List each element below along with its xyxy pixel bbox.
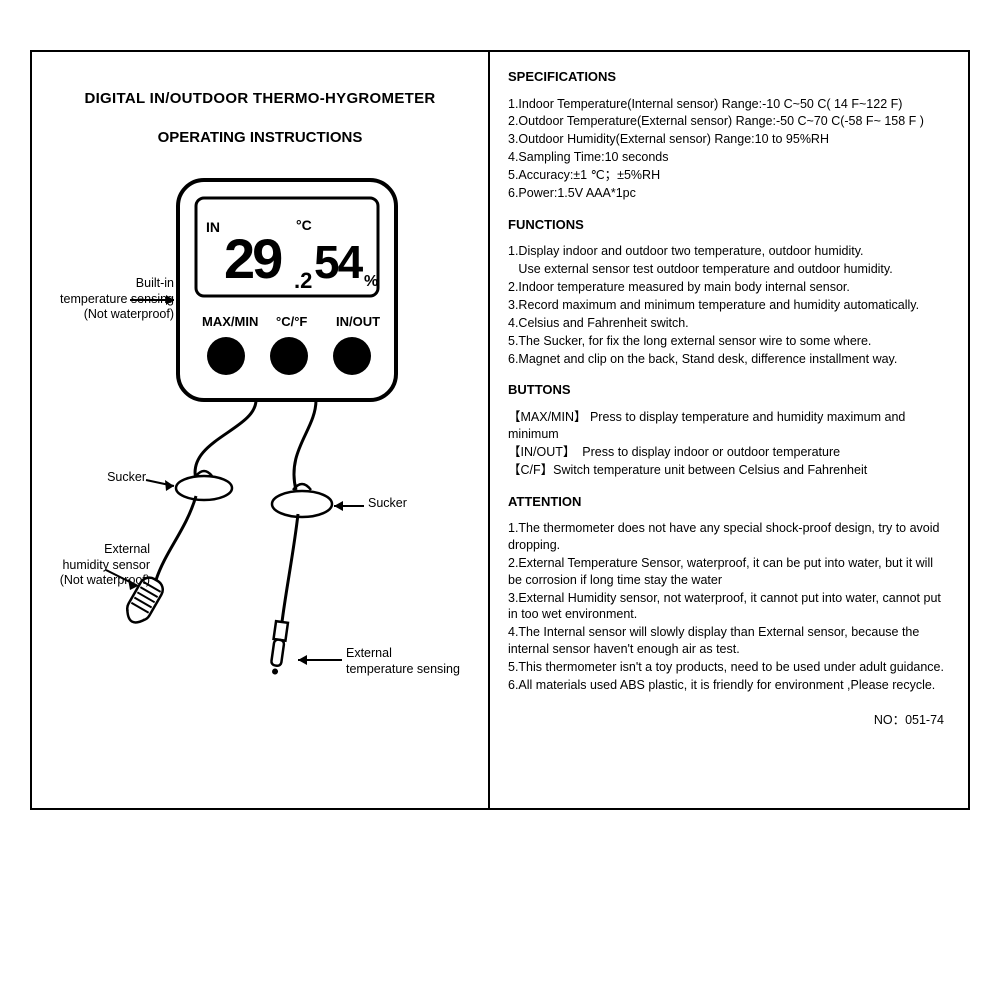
att-line: 4.The Internal sensor will slowly displa…: [508, 624, 950, 658]
btn-line: 【MAX/MIN】 Press to display temperature a…: [508, 409, 950, 443]
device-diagram: IN 29 .2 °C 54 % MAX/MIN °C/°F IN/OUT: [46, 170, 476, 730]
func-heading: FUNCTIONS: [508, 216, 950, 234]
svg-text:.2: .2: [294, 268, 312, 293]
buttons-block: 【MAX/MIN】 Press to display temperature a…: [508, 409, 950, 479]
att-line: 1.The thermometer does not have any spec…: [508, 520, 950, 554]
callout-ext-humidity: External humidity sensor (Not waterproof…: [30, 542, 150, 589]
attention-heading: ATTENTION: [508, 493, 950, 511]
callout-text: humidity sensor: [62, 558, 150, 572]
svg-text:IN: IN: [206, 219, 220, 235]
doc-number: NO：051-74: [508, 712, 950, 729]
spec-block: 1.Indoor Temperature(Internal sensor) Ra…: [508, 96, 950, 202]
spec-line: 3.Outdoor Humidity(External sensor) Rang…: [508, 131, 950, 148]
att-line: 6.All materials used ABS plastic, it is …: [508, 677, 950, 694]
svg-text:°C/°F: °C/°F: [276, 314, 307, 329]
btn-line: 【IN/OUT】 Press to display indoor or outd…: [508, 444, 950, 461]
svg-text:IN/OUT: IN/OUT: [336, 314, 380, 329]
att-line: 3.External Humidity sensor, not waterpro…: [508, 590, 950, 624]
callout-text: Sucker: [368, 496, 407, 510]
callout-text: temperature sensing: [60, 292, 174, 306]
func-block: 1.Display indoor and outdoor two tempera…: [508, 243, 950, 367]
instruction-sheet: DIGITAL IN/OUTDOOR THERMO-HYGROMETER OPE…: [30, 50, 970, 810]
spec-line: 1.Indoor Temperature(Internal sensor) Ra…: [508, 96, 950, 113]
func-line: 1.Display indoor and outdoor two tempera…: [508, 243, 950, 260]
att-line: 5.This thermometer isn't a toy products,…: [508, 659, 950, 676]
callout-text: (Not waterproof): [60, 573, 150, 587]
attention-block: 1.The thermometer does not have any spec…: [508, 520, 950, 694]
func-line: 6.Magnet and clip on the back, Stand des…: [508, 351, 950, 368]
buttons-heading: BUTTONS: [508, 381, 950, 399]
att-line: 2.External Temperature Sensor, waterproo…: [508, 555, 950, 589]
spec-line: 2.Outdoor Temperature(External sensor) R…: [508, 113, 950, 130]
callout-text: (Not waterproof): [84, 307, 174, 321]
spec-heading: SPECIFICATIONS: [508, 68, 950, 86]
svg-text:MAX/MIN: MAX/MIN: [202, 314, 258, 329]
callout-sucker-left: Sucker: [56, 470, 146, 486]
spec-line: 4.Sampling Time:10 seconds: [508, 149, 950, 166]
spec-line: 5.Accuracy:±1 ℃；±5%RH: [508, 167, 950, 184]
svg-text:°C: °C: [296, 217, 312, 233]
callout-sucker-right: Sucker: [368, 496, 407, 512]
svg-text:54: 54: [314, 236, 364, 288]
callout-text: Sucker: [107, 470, 146, 484]
callout-ext-temp: External temperature sensing: [346, 646, 460, 677]
spec-line: 6.Power:1.5V AAA*1pc: [508, 185, 950, 202]
callout-text: Built-in: [136, 276, 174, 290]
callout-text: External: [104, 542, 150, 556]
subtitle: OPERATING INSTRUCTIONS: [46, 129, 474, 146]
callout-text: temperature sensing: [346, 662, 460, 676]
func-line: 4.Celsius and Fahrenheit switch.: [508, 315, 950, 332]
callout-text: External: [346, 646, 392, 660]
func-line: Use external sensor test outdoor tempera…: [508, 261, 950, 278]
func-line: 2.Indoor temperature measured by main bo…: [508, 279, 950, 296]
callout-builtin: Built-in temperature sensing (Not waterp…: [34, 276, 174, 323]
func-line: 5.The Sucker, for fix the long external …: [508, 333, 950, 350]
product-title: DIGITAL IN/OUTDOOR THERMO-HYGROMETER: [46, 90, 474, 107]
func-line: 3.Record maximum and minimum temperature…: [508, 297, 950, 314]
btn-line: 【C/F】Switch temperature unit between Cel…: [508, 462, 950, 479]
svg-text:29: 29: [224, 227, 282, 290]
right-panel: SPECIFICATIONS 1.Indoor Temperature(Inte…: [490, 50, 970, 810]
svg-text:%: %: [364, 273, 378, 290]
left-panel: DIGITAL IN/OUTDOOR THERMO-HYGROMETER OPE…: [30, 50, 490, 810]
